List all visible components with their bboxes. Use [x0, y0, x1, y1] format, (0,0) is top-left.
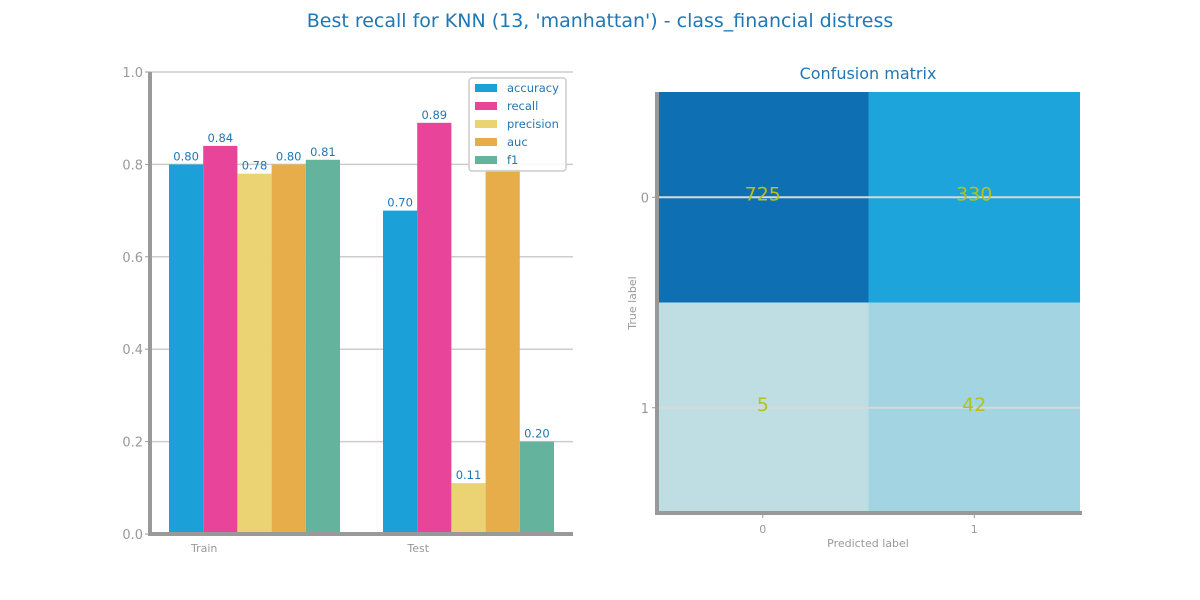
- bar-value-label: 0.84: [207, 131, 233, 145]
- bar-auc-train: [271, 164, 306, 534]
- bar-y-tick-label: 0.2: [122, 436, 143, 451]
- bar-chart: 0.80 0.70 0.84 0.89 0.78 0.11 0.80 0.81 0.20 0.0…: [122, 66, 573, 555]
- bar-y-tick-label: 0.4: [122, 343, 143, 358]
- cm-y-tick-label: 1: [641, 402, 649, 417]
- bar-value-label: 0.80: [173, 149, 199, 163]
- bar-value-label: 0.80: [276, 149, 302, 163]
- legend-swatch-f1: [475, 156, 497, 164]
- bar-y-tick-label: 1.0: [122, 66, 143, 81]
- bar-y-tick-label: 0.6: [122, 251, 143, 266]
- bar-y-tick-labels: 0.0 0.2 0.4 0.6 0.8 1.0: [122, 66, 143, 543]
- bar-value-label: 0.81: [310, 145, 336, 159]
- legend-label-recall: recall: [507, 99, 538, 113]
- legend-label-f1: f1: [507, 153, 518, 167]
- cm-y-tick-label: 0: [641, 191, 649, 206]
- confusion-matrix-xlabel: Predicted label: [827, 537, 909, 550]
- legend-swatch-recall: [475, 102, 497, 110]
- confusion-matrix-ticks: 0 1 0 1: [641, 191, 978, 536]
- legend-swatch-precision: [475, 120, 497, 128]
- bar-x-tick-label: Test: [406, 542, 429, 555]
- confusion-matrix-cells: [657, 92, 1080, 513]
- bar-recall-test: [417, 122, 452, 534]
- bar-y-tick-label: 0.8: [122, 158, 143, 173]
- cm-x-tick-label: 1: [971, 523, 978, 536]
- bar-x-tick-labels: Train Test: [190, 542, 430, 555]
- confusion-matrix-chart: Confusion matrix 725 330 5 42 0 1 0 1 Predicte…: [626, 64, 1082, 550]
- bar-value-label: 0.11: [456, 468, 482, 482]
- bar-value-label: 0.89: [421, 108, 447, 122]
- bar-precision-train: [237, 173, 272, 534]
- bar-value-labels: 0.80 0.70 0.84 0.89 0.78 0.11 0.80 0.81 0.20: [173, 108, 549, 482]
- legend-swatch-accuracy: [475, 84, 497, 92]
- bar-series: [169, 122, 554, 535]
- bar-f1-test: [519, 441, 554, 534]
- confusion-matrix-values: 725 330 5 42: [745, 183, 993, 416]
- bar-auc-test: [485, 169, 520, 534]
- cm-value: 725: [745, 183, 781, 205]
- bar-axes: [148, 72, 573, 536]
- bar-recall-train: [203, 145, 238, 535]
- legend-label-precision: precision: [507, 117, 559, 131]
- bar-precision-test: [451, 483, 486, 534]
- bar-x-tick-label: Train: [190, 542, 217, 555]
- confusion-matrix-title: Confusion matrix: [800, 64, 937, 83]
- confusion-matrix-axes: [655, 92, 1082, 515]
- bar-value-label: 0.70: [387, 196, 413, 210]
- cm-value: 330: [956, 183, 992, 205]
- bar-y-tick-label: 0.0: [122, 528, 143, 543]
- bar-legend-frame: [468, 77, 567, 172]
- legend-swatch-auc: [475, 138, 497, 146]
- bar-value-label: 0.20: [524, 427, 550, 441]
- bar-value-label: 0.78: [242, 159, 268, 173]
- bar-legend: accuracy recall precision auc f1: [468, 77, 567, 172]
- bar-accuracy-train: [169, 164, 204, 534]
- confusion-matrix-gridlines: [657, 196, 1080, 409]
- cm-value: 5: [757, 394, 769, 416]
- legend-label-accuracy: accuracy: [507, 81, 559, 95]
- figure-title: Best recall for KNN (13, 'manhattan') - …: [307, 10, 894, 32]
- legend-label-auc: auc: [507, 135, 528, 149]
- cm-value: 42: [962, 394, 986, 416]
- bar-accuracy-test: [383, 210, 418, 534]
- confusion-matrix-ylabel: True label: [626, 276, 639, 330]
- bar-f1-train: [305, 159, 340, 534]
- cm-x-tick-label: 0: [759, 523, 766, 536]
